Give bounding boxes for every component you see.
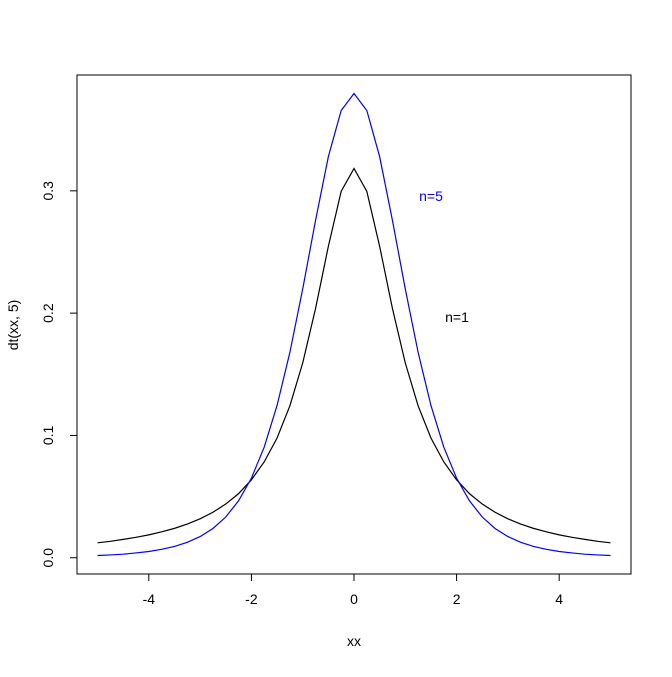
x-tick-label: -2 [245, 591, 258, 607]
y-tick-label: 0.0 [40, 548, 56, 568]
y-axis-label: dt(xx, 5) [5, 300, 21, 351]
series-label: n=5 [419, 188, 443, 204]
series-line [97, 167, 611, 544]
y-tick-label: 0.3 [40, 181, 56, 201]
x-axis-label: xx [347, 633, 361, 649]
x-tick-label: -4 [143, 591, 156, 607]
x-tick-label: 0 [350, 591, 358, 607]
plot-box [76, 74, 632, 575]
x-tick-label: 4 [555, 591, 563, 607]
y-tick-label: 0.2 [40, 303, 56, 323]
series-label: n=1 [445, 309, 469, 325]
y-tick-label: 0.1 [40, 425, 56, 445]
series-line [97, 92, 611, 557]
x-tick-label: 2 [453, 591, 461, 607]
